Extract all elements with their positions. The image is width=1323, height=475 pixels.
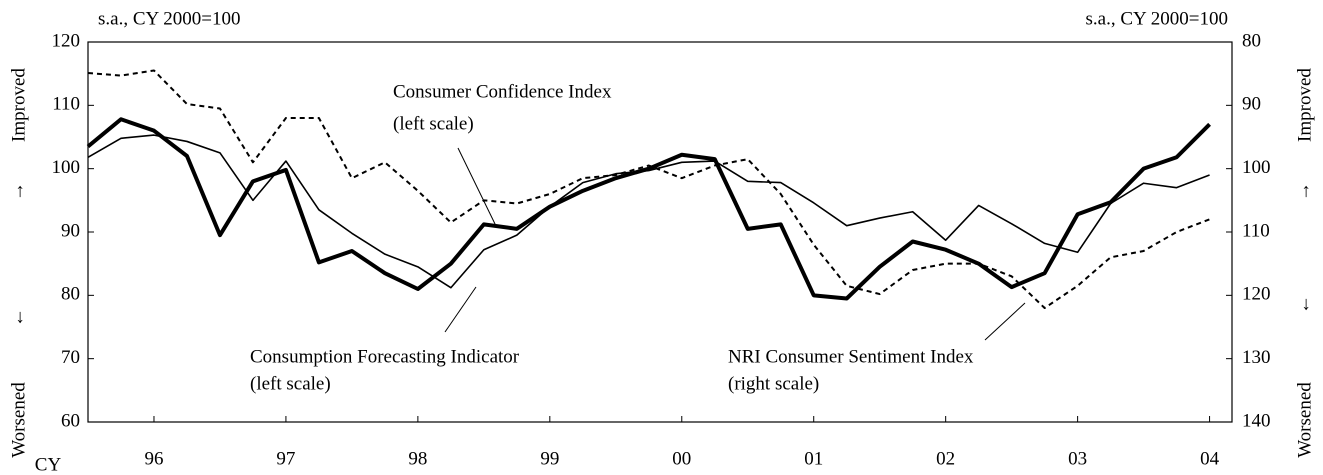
x-tick-label: 03 xyxy=(1068,448,1087,469)
y-tick-label: 110 xyxy=(52,94,80,115)
y2-tick-label: 80 xyxy=(1242,30,1261,51)
leader-line xyxy=(444,286,477,333)
side-label-bottom: Worsened xyxy=(1294,382,1315,458)
side-label-top: Improved xyxy=(1294,68,1315,142)
side-arrow-down: ↓ xyxy=(15,306,25,327)
side-label-top: Improved xyxy=(8,68,29,142)
y-tick-label: 120 xyxy=(52,30,81,51)
annotation: (right scale) xyxy=(728,373,819,394)
y2-tick-label: 110 xyxy=(1242,220,1270,241)
leader-line xyxy=(984,302,1026,341)
series-line xyxy=(87,69,1210,309)
annotation: NRI Consumer Sentiment Index xyxy=(728,346,974,367)
annotation: Consumption Forecasting Indicator xyxy=(250,346,520,367)
annotation: Consumer Confidence Index xyxy=(393,81,612,102)
side-arrow-down: ↓ xyxy=(1301,293,1311,314)
y2-tick-label: 100 xyxy=(1242,157,1271,178)
y2-tick-label: 120 xyxy=(1242,284,1271,305)
y-tick-label: 100 xyxy=(52,157,81,178)
annotation: (left scale) xyxy=(393,113,474,134)
annotation: (left scale) xyxy=(250,373,331,394)
series-line xyxy=(86,117,1211,301)
y2-tick-label: 90 xyxy=(1242,94,1261,115)
y-tick-label: 70 xyxy=(61,347,80,368)
x-tick-label: 00 xyxy=(672,448,691,469)
y-tick-label: 90 xyxy=(61,220,80,241)
side-arrow-up: ↑ xyxy=(1301,180,1311,201)
y-tick-label: 60 xyxy=(61,410,80,431)
x-tick-label: 96 xyxy=(144,448,163,469)
leader-line xyxy=(457,147,497,227)
series-line xyxy=(87,134,1210,289)
x-tick-label: 04 xyxy=(1200,448,1220,469)
x-tick-label: 02 xyxy=(936,448,955,469)
y2-tick-label: 140 xyxy=(1242,410,1271,431)
y2-tick-label: 130 xyxy=(1242,347,1271,368)
side-label-bottom: Worsened xyxy=(8,382,29,458)
x-tick-label: 99 xyxy=(540,448,559,469)
side-arrow-up: ↑ xyxy=(15,180,25,201)
x-tick-label: 98 xyxy=(408,448,427,469)
x-tick-label: 01 xyxy=(804,448,823,469)
left-unit: s.a., CY 2000=100 xyxy=(98,8,240,29)
y-tick-label: 80 xyxy=(61,284,80,305)
right-unit: s.a., CY 2000=100 xyxy=(1086,8,1228,29)
x-tick-label: 97 xyxy=(276,448,295,469)
x-axis-label: CY xyxy=(35,454,62,475)
